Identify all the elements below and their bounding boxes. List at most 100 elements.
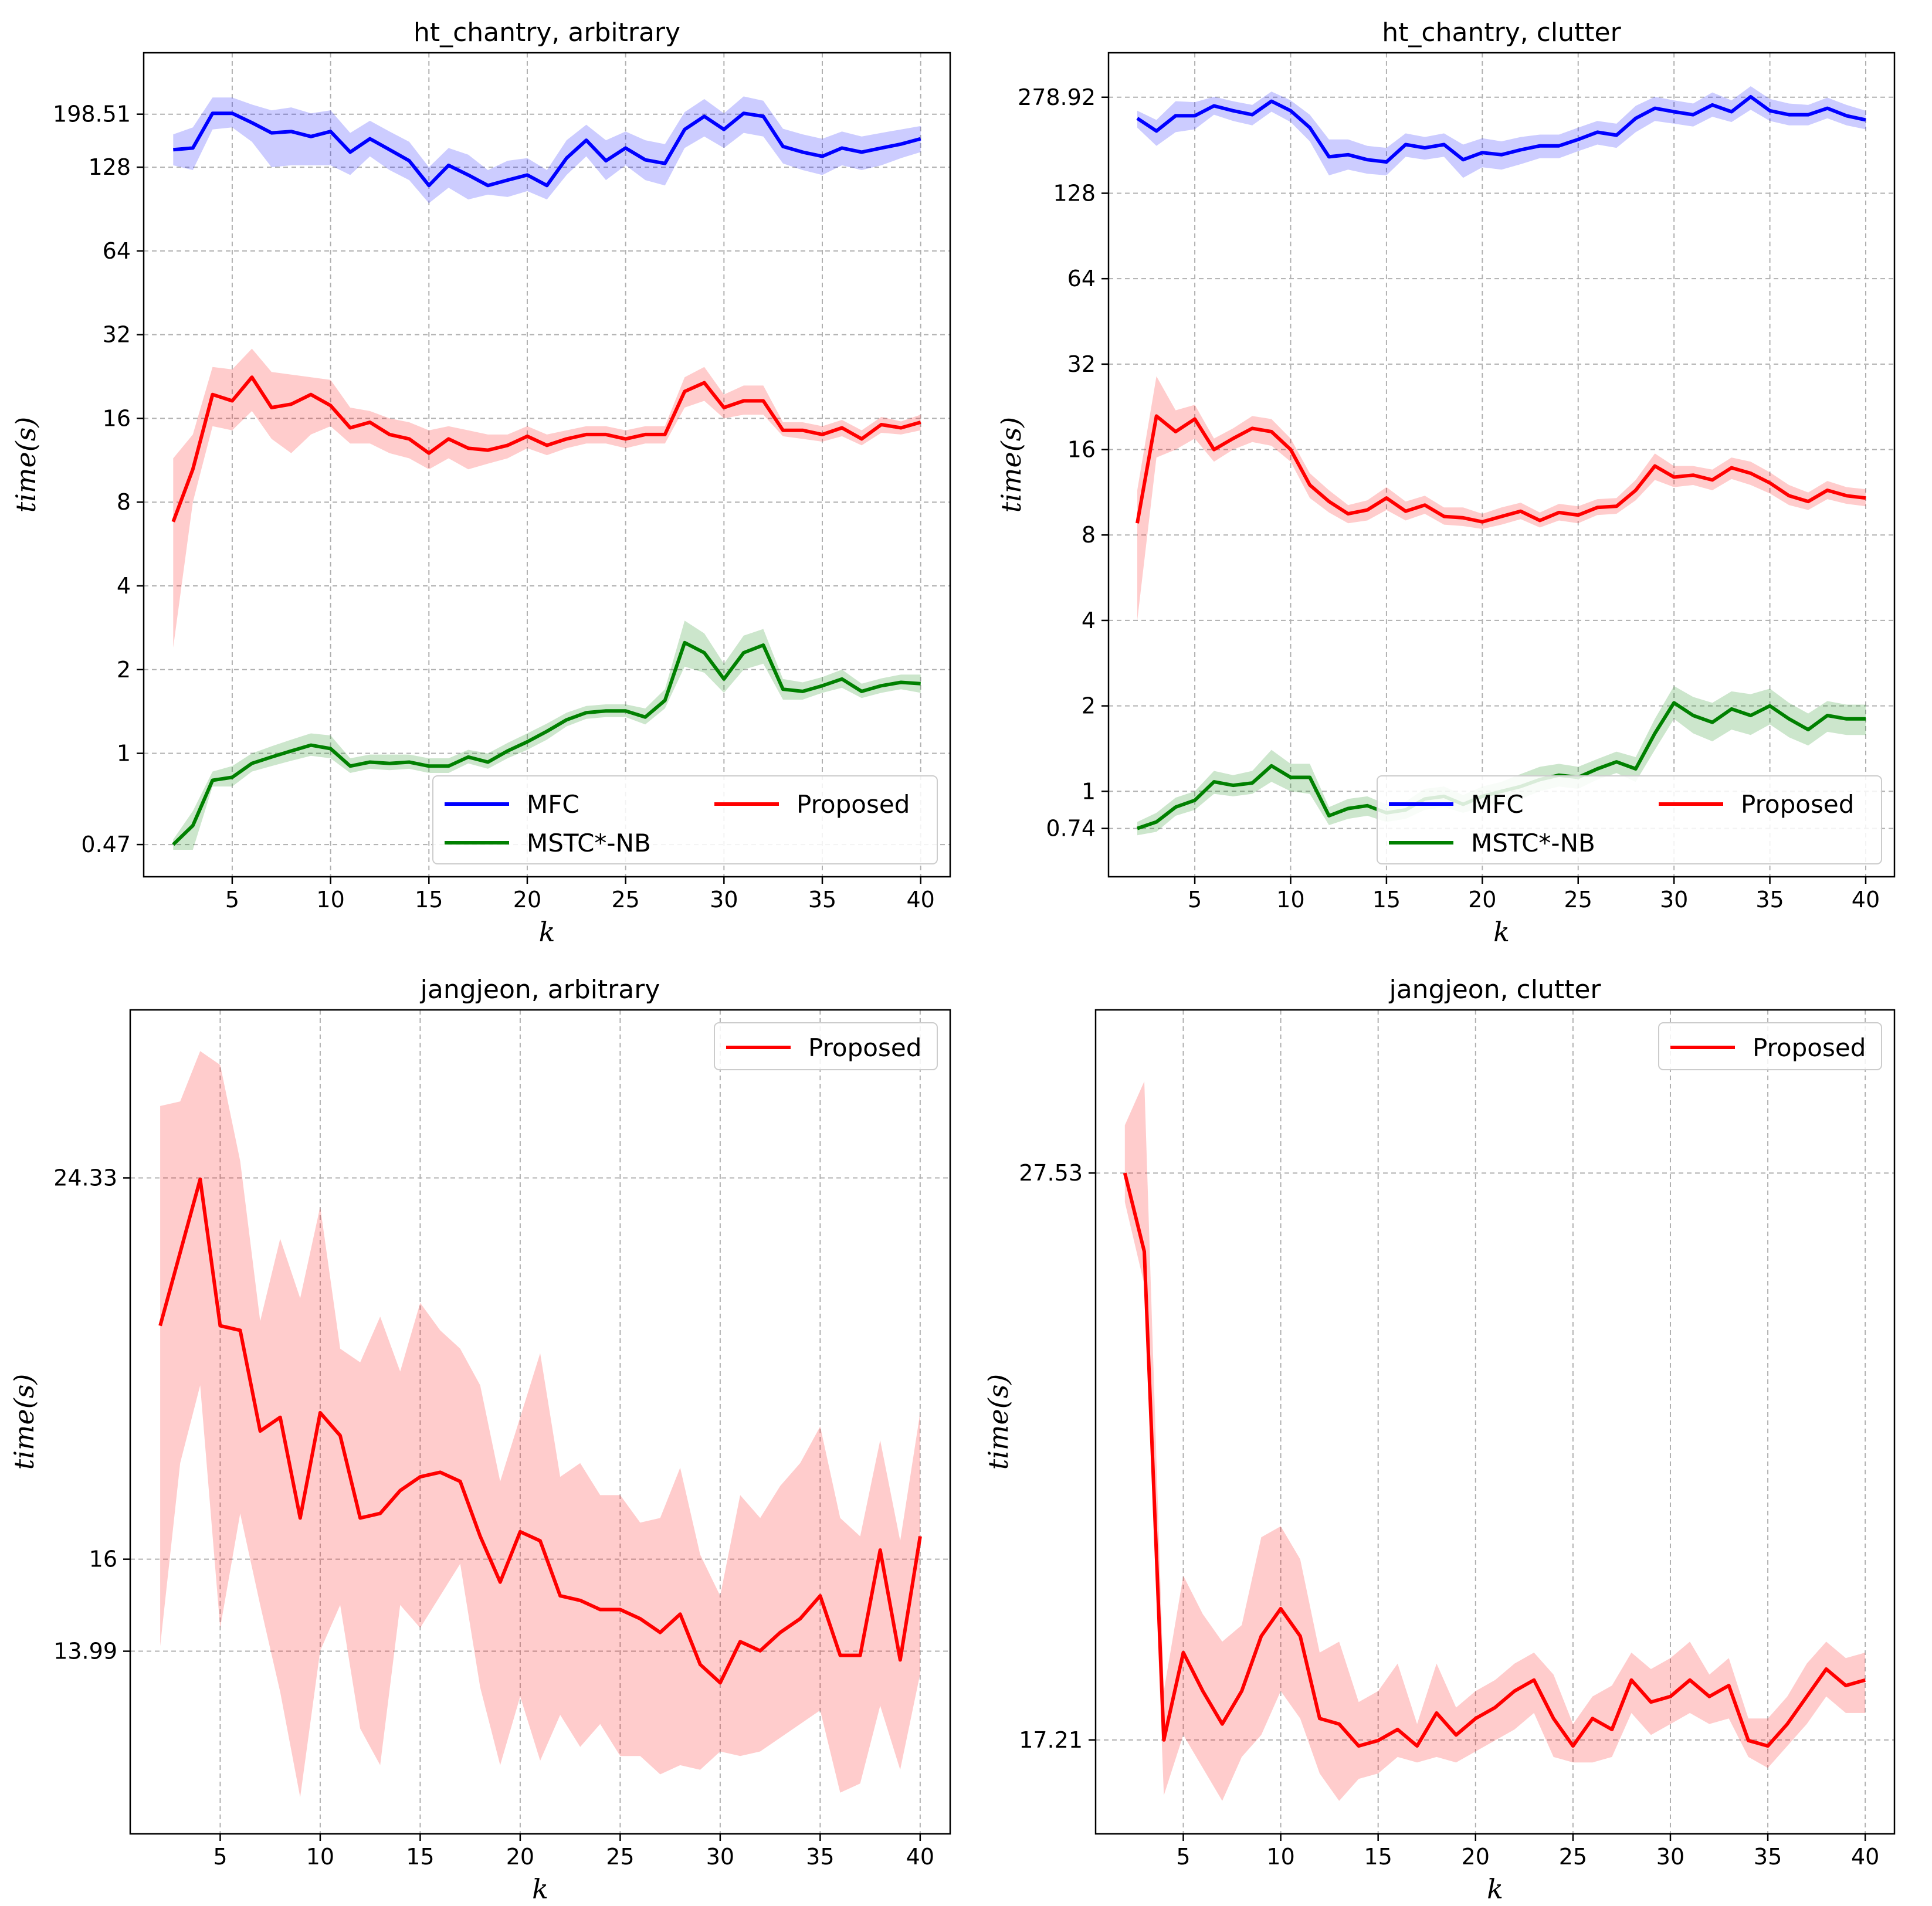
axes-frame [1094,1009,1896,1835]
legend: Proposed [714,1022,938,1070]
confidence-band-proposed [1137,376,1866,620]
legend: Proposed [1658,1022,1882,1070]
legend-label: Proposed [796,790,910,819]
plot-area [171,96,921,850]
x-tick-label: 25 [606,1844,634,1870]
y-tick-label: 278.92 [1018,84,1096,110]
x-axis-label: k [1493,916,1510,948]
y-tick-label: 1 [1082,778,1096,804]
x-tick-label: 20 [513,887,541,913]
legend-label: MFC [527,790,579,819]
x-tick-label: 30 [1660,887,1688,913]
y-tick-label: 32 [1067,351,1096,377]
legend-box [432,775,938,864]
confidence-band-mstc-nb [173,620,921,850]
y-axis-label: time(s) [995,417,1027,513]
y-tick-label: 16 [89,1546,117,1572]
legend-label: Proposed [1741,790,1854,819]
panel-title: ht_chantry, clutter [1382,18,1621,48]
legend-box [1658,1022,1882,1070]
y-tick-label: 13.99 [53,1639,117,1664]
x-tick-label: 15 [415,887,443,913]
y-tick-label: 0.47 [81,832,131,857]
y-tick-label: 24.33 [53,1165,117,1191]
x-tick-label: 5 [1176,1844,1190,1870]
axes-frame [1107,52,1896,878]
axes-frame [143,52,951,878]
x-tick-label: 35 [1755,887,1784,913]
plot-area [158,1051,922,1798]
y-tick-label: 0.74 [1046,816,1096,842]
confidence-band-mfc [1137,86,1866,178]
series-line-proposed [158,1177,922,1685]
plot-area [1136,86,1866,836]
y-tick-label: 4 [117,573,131,599]
x-tick-label: 10 [316,887,344,913]
x-tick-label: 40 [1852,887,1880,913]
x-tick-label: 15 [1364,1844,1392,1870]
x-tick-label: 40 [907,887,935,913]
x-axis-label: k [1487,1873,1503,1905]
panel-title: jangjeon, clutter [1388,975,1601,1005]
panel-ht-chantry-clutter: ht_chantry, clutter k time(s) 5 10 15 20 25 3… [995,18,1896,948]
x-tick-label: 25 [1559,1844,1587,1870]
x-tick-label: 5 [213,1844,227,1870]
x-tick-label: 40 [906,1844,934,1870]
legend-label: Proposed [1753,1033,1866,1062]
gridlines [144,53,950,877]
series-line-mfc [173,111,921,188]
gridlines [1109,53,1894,877]
x-tick-label: 5 [225,887,239,913]
x-tick-label: 35 [806,1844,834,1870]
legend-label: MSTC*-NB [527,829,651,857]
x-tick-label: 35 [808,887,836,913]
x-tick-label: 25 [611,887,639,913]
x-tick-label: 30 [710,887,738,913]
x-tick-label: 20 [1468,887,1496,913]
series-line-proposed [171,375,921,523]
x-tick-label: 20 [1462,1844,1490,1870]
series-line-mstc-nb [172,640,921,846]
x-axis-label: k [539,916,555,948]
y-tick-label: 198.51 [53,101,131,127]
y-tick-label: 16 [1067,437,1096,463]
y-tick-label: 17.21 [1019,1727,1083,1753]
gridlines [1096,1010,1894,1834]
x-tick-label: 35 [1754,1844,1782,1870]
confidence-band-proposed [173,348,921,648]
legend-box [714,1022,938,1070]
series-line-proposed [1136,414,1866,524]
confidence-band-proposed [160,1051,920,1798]
series-line-mfc [1136,95,1866,164]
x-tick-label: 10 [306,1844,334,1870]
y-axis-label: time(s) [10,417,42,513]
panel-jangjeon-clutter: jangjeon, clutter k time(s) 5 10 15 20 25 30 3… [982,975,1896,1905]
y-tick-label: 4 [1082,608,1096,633]
y-tick-label: 32 [103,322,131,348]
x-tick-label: 30 [706,1844,734,1870]
x-tick-label: 15 [406,1844,434,1870]
y-tick-label: 64 [1067,266,1096,291]
x-tick-label: 40 [1851,1844,1879,1870]
y-tick-label: 128 [88,154,131,180]
y-tick-label: 8 [117,489,131,515]
y-tick-label: 8 [1082,522,1096,548]
confidence-band-proposed [1124,1081,1866,1801]
y-tick-label: 27.53 [1019,1160,1083,1186]
panel-ht-chantry-arbitrary: ht_chantry, arbitrary k time(s) 5 10 15 20 2… [10,18,951,948]
axes-frame [129,1009,951,1835]
panel-title: ht_chantry, arbitrary [413,18,680,48]
x-tick-label: 30 [1656,1844,1684,1870]
legend-box [1377,775,1882,864]
y-tick-label: 2 [1082,693,1096,719]
y-tick-label: 64 [103,238,131,264]
x-tick-label: 10 [1266,1844,1294,1870]
legend: MFC MSTC*-NB Proposed [432,775,938,864]
x-tick-label: 5 [1188,887,1202,913]
y-tick-label: 1 [117,741,131,767]
legend-label: MFC [1471,790,1524,819]
legend-label: Proposed [808,1033,921,1062]
legend-label: MSTC*-NB [1471,829,1595,857]
plot-area [1123,1081,1866,1801]
series-line-proposed [1123,1172,1866,1748]
